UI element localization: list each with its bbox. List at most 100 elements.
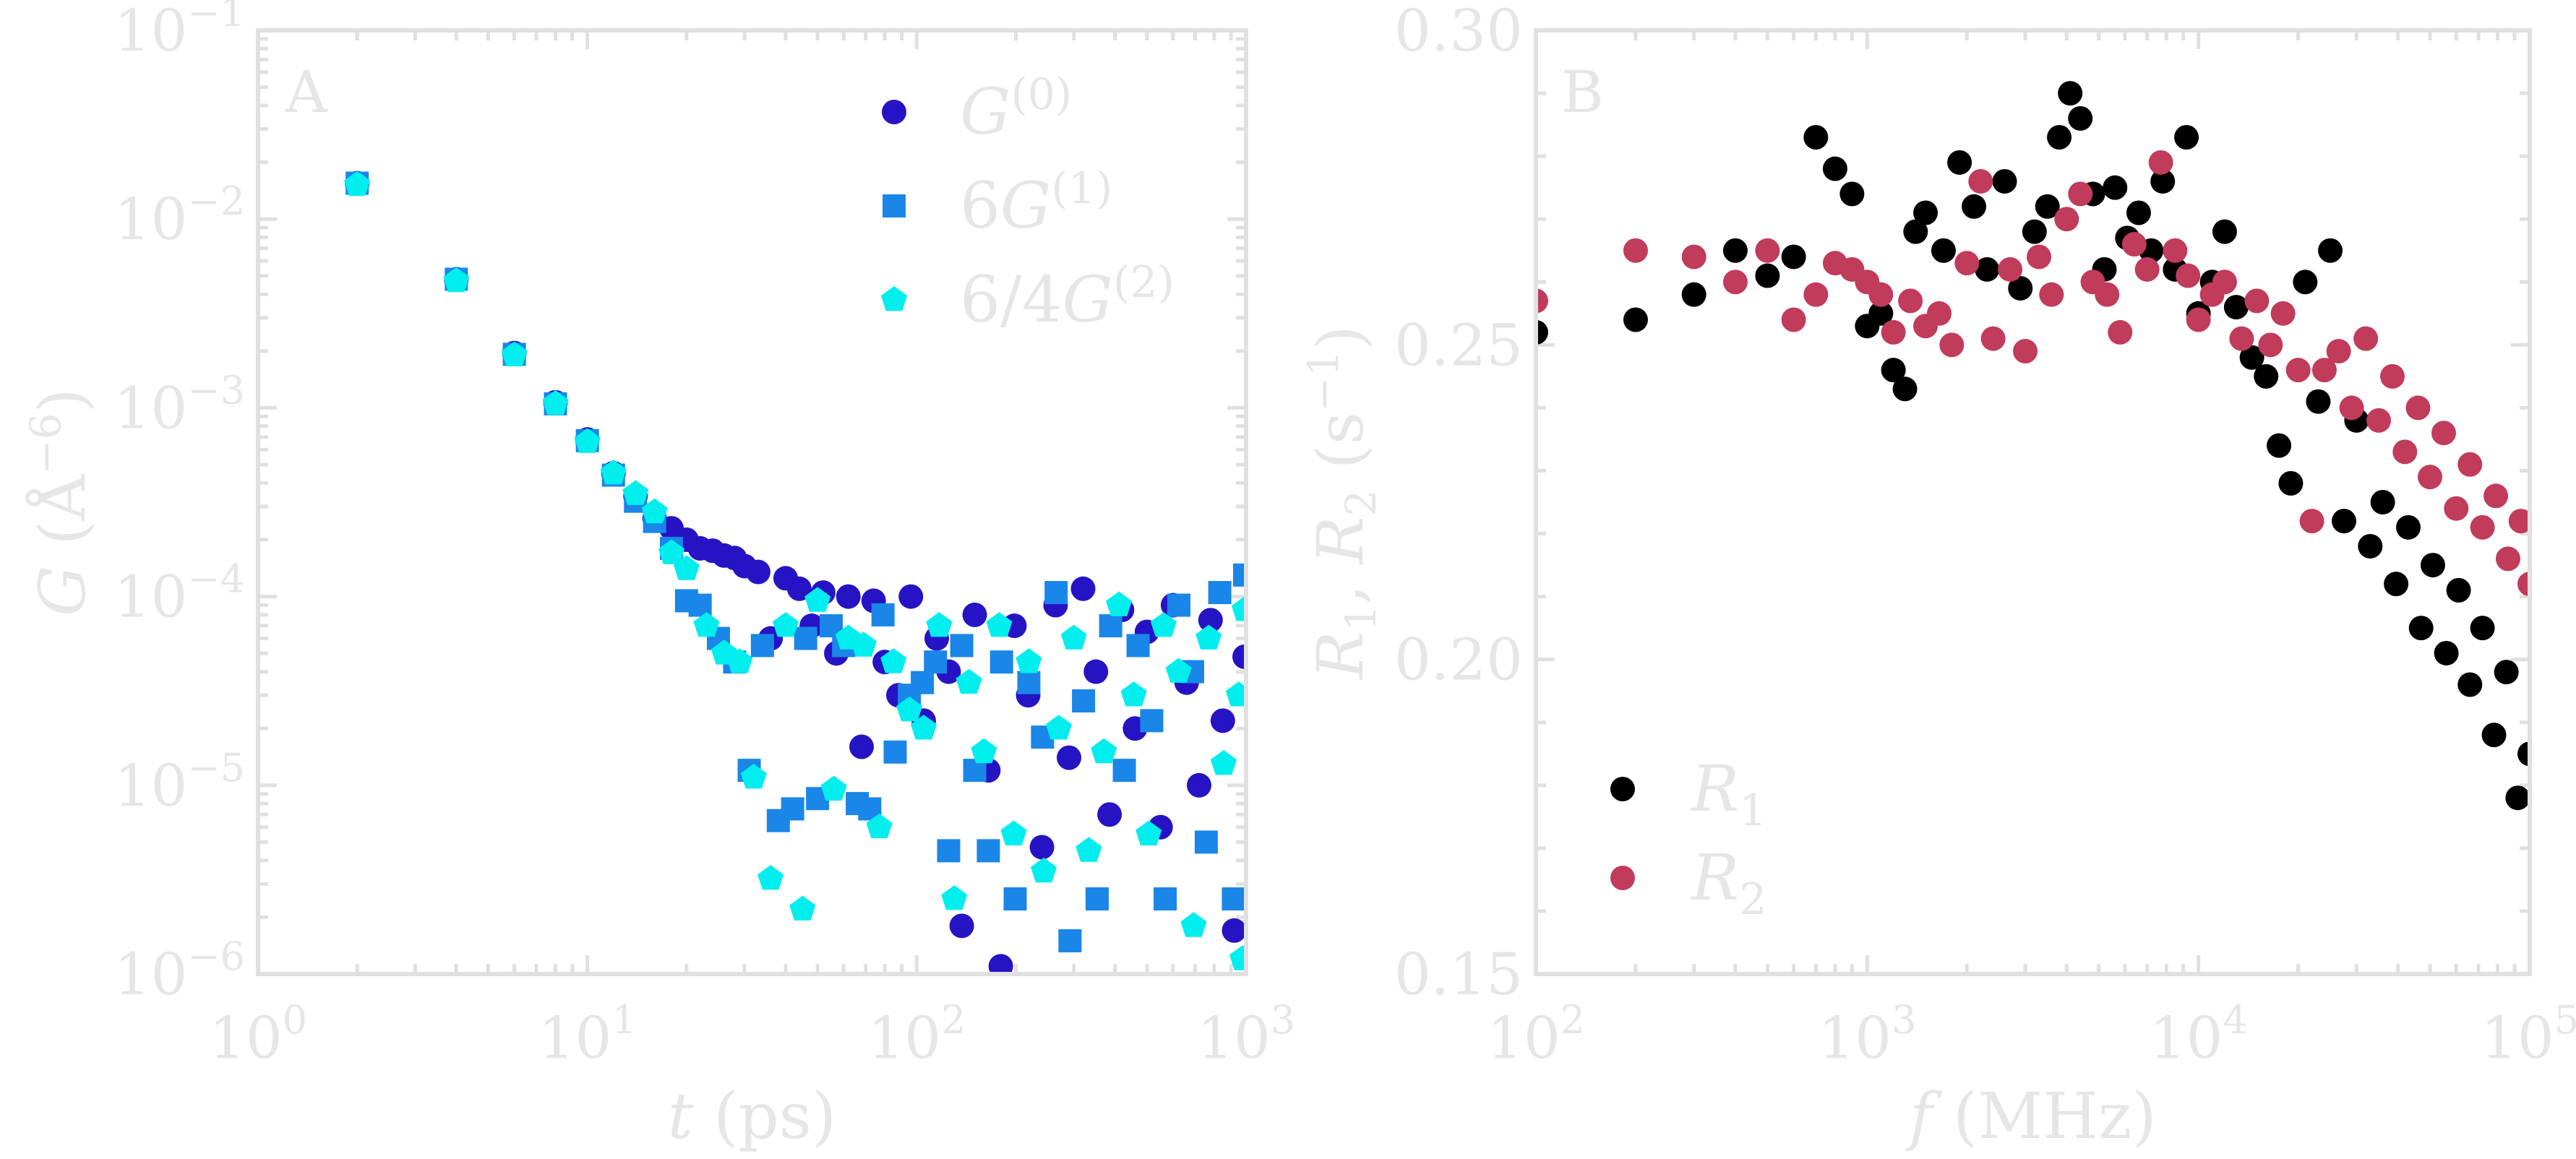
data-point <box>1225 681 1246 707</box>
data-point <box>1072 689 1096 713</box>
data-point <box>2258 332 2283 358</box>
data-point <box>2068 105 2093 131</box>
legend-marker <box>882 100 906 124</box>
data-point <box>2483 483 2509 509</box>
data-point <box>941 885 968 910</box>
data-point <box>2047 125 2072 150</box>
data-point <box>1681 282 1706 307</box>
data-point <box>2431 421 2456 446</box>
data-point <box>2446 577 2471 603</box>
data-point <box>1060 624 1087 650</box>
data-point <box>2470 616 2495 641</box>
data-point <box>2267 433 2292 458</box>
data-point <box>2293 270 2318 295</box>
data-point <box>1881 358 1906 383</box>
data-point <box>1140 709 1164 733</box>
data-point <box>1781 307 1806 332</box>
data-point <box>866 813 893 839</box>
data-point <box>2332 509 2357 534</box>
data-point <box>2444 496 2469 521</box>
series-2 <box>1536 150 2530 597</box>
data-point <box>1085 887 1109 911</box>
series-1 <box>1536 81 2530 811</box>
x-tick-label: 105 <box>2481 997 2576 1072</box>
data-point <box>1781 244 1806 270</box>
data-point <box>658 539 685 564</box>
data-point <box>1755 238 1780 263</box>
data-point <box>772 612 799 637</box>
data-point <box>2392 439 2418 465</box>
data-point <box>2223 295 2249 320</box>
panel-label: B <box>1561 59 1604 126</box>
data-point <box>2035 194 2060 219</box>
data-point <box>1208 581 1232 605</box>
data-points <box>1536 81 2530 811</box>
data-point <box>1892 376 1918 402</box>
data-point <box>2212 270 2237 295</box>
x-tick-label: 102 <box>1487 997 1585 1072</box>
data-point <box>2370 490 2395 514</box>
data-point <box>896 696 923 722</box>
data-point <box>1968 168 1993 194</box>
data-point <box>1931 238 1956 263</box>
data-point <box>1194 830 1218 854</box>
data-point <box>786 576 812 601</box>
data-point <box>1913 200 1939 225</box>
data-point <box>1954 251 1980 276</box>
data-point <box>1070 576 1096 601</box>
y-tick-label: 10−1 <box>114 0 245 64</box>
y-tick-label: 0.30 <box>1394 0 1523 64</box>
data-point <box>1980 326 2006 351</box>
y-tick-label: 0.25 <box>1394 311 1523 379</box>
data-point <box>1233 563 1246 587</box>
data-point <box>1044 581 1068 605</box>
data-point <box>986 612 1013 637</box>
data-point <box>1947 150 1972 175</box>
data-point <box>2508 509 2530 534</box>
data-point <box>1165 658 1192 683</box>
data-point <box>1623 238 1648 263</box>
data-point <box>1939 332 1965 358</box>
data-point <box>2212 219 2237 244</box>
plot-frame <box>256 28 1248 976</box>
data-point <box>989 650 1013 674</box>
data-point <box>726 648 753 673</box>
data-point <box>956 668 982 694</box>
x-tick-label: 100 <box>209 997 307 1072</box>
data-point <box>976 839 1000 863</box>
data-point <box>910 715 937 740</box>
data-point <box>2457 672 2483 697</box>
data-point <box>1112 759 1136 783</box>
data-point <box>1083 659 1109 684</box>
data-point <box>2366 408 2392 433</box>
data-point <box>1992 168 2017 194</box>
x-axis-label: f (MHz) <box>1905 1079 2156 1153</box>
data-point <box>937 839 961 863</box>
legend-marker <box>1610 866 1635 890</box>
data-point <box>2481 723 2507 748</box>
legend-marker <box>1610 777 1635 801</box>
data-point <box>688 593 712 617</box>
data-point <box>1536 319 1548 345</box>
data-point <box>898 584 924 609</box>
data-point <box>1210 708 1235 733</box>
data-point <box>1106 591 1133 616</box>
data-point <box>2126 200 2151 225</box>
data-point <box>924 650 948 674</box>
data-point <box>1091 738 1117 764</box>
data-point <box>926 612 953 637</box>
data-point <box>1097 802 1122 827</box>
data-point <box>2299 509 2324 534</box>
y-axis-label: R1, R2 (s−1) <box>1299 325 1386 681</box>
data-points <box>344 171 1246 974</box>
data-point <box>950 634 974 658</box>
data-point <box>1229 945 1246 970</box>
x-tick-label: 103 <box>1197 997 1295 1072</box>
plot-frame <box>1534 28 2532 976</box>
data-point <box>1180 912 1207 937</box>
data-point <box>542 389 569 415</box>
data-point <box>1822 156 1847 181</box>
data-point <box>693 612 720 637</box>
data-point <box>740 764 767 789</box>
data-point <box>911 671 935 694</box>
